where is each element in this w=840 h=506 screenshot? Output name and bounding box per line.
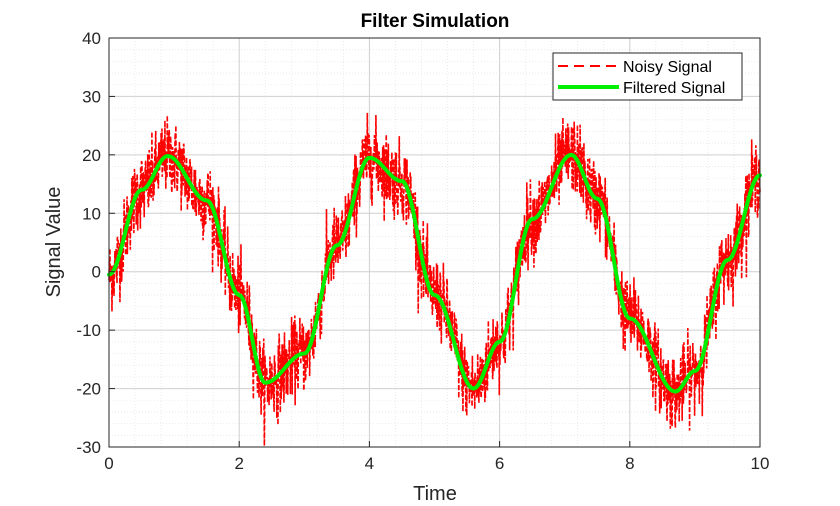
- x-tick-label: 10: [751, 454, 770, 473]
- legend-filtered-label: Filtered Signal: [623, 80, 725, 97]
- legend-box: [552, 52, 743, 101]
- y-tick-label: 40: [82, 29, 101, 48]
- x-axis-label: Time: [413, 483, 457, 505]
- x-tick-label: 2: [234, 454, 243, 473]
- series-layer: [107, 112, 762, 446]
- y-axis-label: Signal Value: [43, 187, 65, 298]
- y-tick-label: 0: [92, 263, 101, 282]
- y-tick-labels: -30 -20 -10 0 10 20 30 40: [76, 29, 101, 457]
- x-tick-label: 4: [365, 454, 374, 473]
- y-tick-label: -20: [76, 380, 101, 399]
- x-tick-labels: 0 2 4 6 8 10: [104, 454, 769, 473]
- legend-noisy-label: Noisy Signal: [623, 59, 712, 76]
- y-tick-label: -10: [76, 321, 101, 340]
- x-tick-label: 0: [104, 454, 113, 473]
- tick-marks: [108, 37, 761, 448]
- chart-title: Filter Simulation: [361, 11, 510, 32]
- axes-box: [108, 37, 761, 448]
- x-tick-label: 6: [495, 454, 504, 473]
- y-tick-label: -30: [76, 438, 101, 457]
- noisy-signal-line: [108, 112, 761, 446]
- x-tick-label: 8: [625, 454, 634, 473]
- filtered-signal-line: [107, 152, 762, 394]
- y-tick-label: 30: [82, 87, 101, 106]
- y-tick-label: 10: [82, 204, 101, 223]
- legend: Noisy Signal Filtered Signal: [552, 52, 743, 101]
- y-tick-label: 20: [82, 146, 101, 165]
